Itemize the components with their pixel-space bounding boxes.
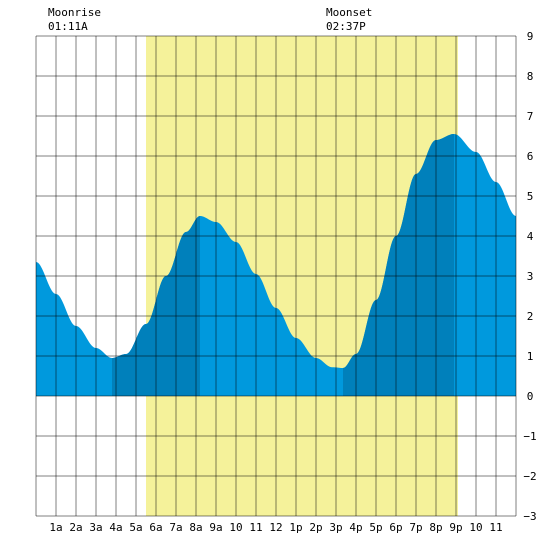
- y-tick-label: 0: [527, 390, 534, 403]
- x-tick-label: 2a: [69, 521, 82, 534]
- x-tick-label: 11: [489, 521, 502, 534]
- x-tick-label: 9a: [209, 521, 222, 534]
- y-tick-label: −2: [523, 470, 536, 483]
- x-tick-label: 3a: [89, 521, 102, 534]
- x-tick-label: 10: [229, 521, 242, 534]
- x-tick-label: 9p: [449, 521, 462, 534]
- y-tick-label: 9: [527, 30, 534, 43]
- moonrise-title: Moonrise: [48, 6, 101, 19]
- grid-lines: [35, 35, 517, 517]
- y-tick-label: 1: [527, 350, 534, 363]
- moonset-time: 02:37P: [326, 20, 366, 33]
- y-tick-label: 4: [527, 230, 534, 243]
- x-tick-label: 4a: [109, 521, 122, 534]
- x-tick-label: 1p: [289, 521, 302, 534]
- x-tick-label: 1a: [49, 521, 62, 534]
- moonset-title: Moonset: [326, 6, 373, 19]
- x-tick-labels: 1a 2a 3a 4a 5a 6a 7a 8a 9a 10 11 12 1p 2p 3p 4p 5p 6p 7p 8p…: [49, 521, 502, 534]
- y-tick-label: 8: [527, 70, 534, 83]
- moonset-label: Moonset 02:37P: [326, 6, 372, 34]
- y-tick-label: 7: [527, 110, 534, 123]
- x-tick-label: 5p: [369, 521, 382, 534]
- x-tick-label: 7a: [169, 521, 182, 534]
- y-tick-label: 6: [527, 150, 534, 163]
- x-tick-label: 7p: [409, 521, 422, 534]
- y-tick-label: 2: [527, 310, 534, 323]
- x-tick-label: 6a: [149, 521, 162, 534]
- moonrise-label: Moonrise 01:11A: [48, 6, 101, 34]
- y-tick-label: 5: [527, 190, 534, 203]
- y-tick-label: −1: [523, 430, 536, 443]
- x-tick-label: 6p: [389, 521, 402, 534]
- x-tick-label: 11: [249, 521, 262, 534]
- x-tick-label: 10: [469, 521, 482, 534]
- x-tick-label: 3p: [329, 521, 342, 534]
- rising-tide-area-2: [343, 134, 454, 396]
- x-tick-label: 5a: [129, 521, 142, 534]
- moonrise-time: 01:11A: [48, 20, 88, 33]
- x-tick-label: 2p: [309, 521, 322, 534]
- y-tick-label: 3: [527, 270, 534, 283]
- x-tick-label: 4p: [349, 521, 362, 534]
- y-tick-label: −3: [523, 510, 536, 523]
- x-tick-label: 8p: [429, 521, 442, 534]
- x-tick-label: 8a: [189, 521, 202, 534]
- y-tick-labels: 9 8 7 6 5 4 3 2 1 0 −1 −2 −3: [523, 30, 536, 523]
- x-tick-label: 12: [269, 521, 282, 534]
